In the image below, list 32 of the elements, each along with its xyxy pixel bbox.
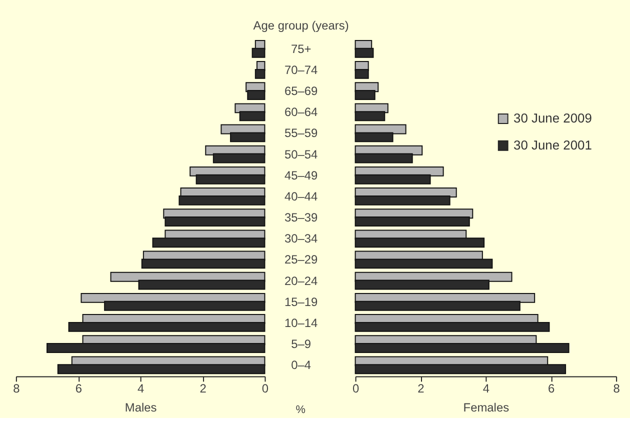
x-tick-label: 4 <box>482 382 490 396</box>
x-tick-label: 8 <box>613 382 620 396</box>
y-tick-label: 65–69 <box>284 84 318 98</box>
y-tick-label: 5–9 <box>291 337 312 352</box>
y-tick-label: 10–14 <box>284 316 318 330</box>
y-tick-label: 25–29 <box>284 252 318 267</box>
x-tick-label: 8 <box>13 382 20 396</box>
text: % <box>296 404 306 416</box>
y-tick-label: 55–59 <box>284 126 318 140</box>
legend-label: 30 June 2009 <box>514 110 592 126</box>
y-tick-label: 15–19 <box>284 294 318 309</box>
y-tick-label: 45–49 <box>284 168 318 182</box>
y-tick-label: 0–4 <box>291 358 312 372</box>
y-tick-label: 50–54 <box>284 147 318 162</box>
y-tick-label: 30–34 <box>284 232 318 246</box>
x-tick-label: 2 <box>200 382 207 396</box>
x-tick-label: 0 <box>262 382 269 396</box>
x-tick-label: 2 <box>418 382 425 396</box>
y-tick-label: 20–24 <box>284 274 318 288</box>
x-tick-label: 4 <box>138 382 145 396</box>
y-tick-label: 75+ <box>290 42 312 56</box>
y-tick-label: 60–64 <box>284 105 318 120</box>
x-tick-label: 0 <box>352 382 360 396</box>
legend-label: 30 June 2001 <box>514 138 592 153</box>
y-tick-label: 40–44 <box>284 189 318 204</box>
y-tick-label: 35–39 <box>284 210 318 225</box>
y-tick-label: 70–74 <box>284 62 318 77</box>
x-axis-title: Females <box>463 400 510 415</box>
x-axis-title: Males <box>124 400 157 415</box>
y-axis-title: Age group (years) <box>253 18 349 32</box>
x-tick-label: 6 <box>75 382 82 396</box>
x-tick-label: 6 <box>548 382 556 396</box>
